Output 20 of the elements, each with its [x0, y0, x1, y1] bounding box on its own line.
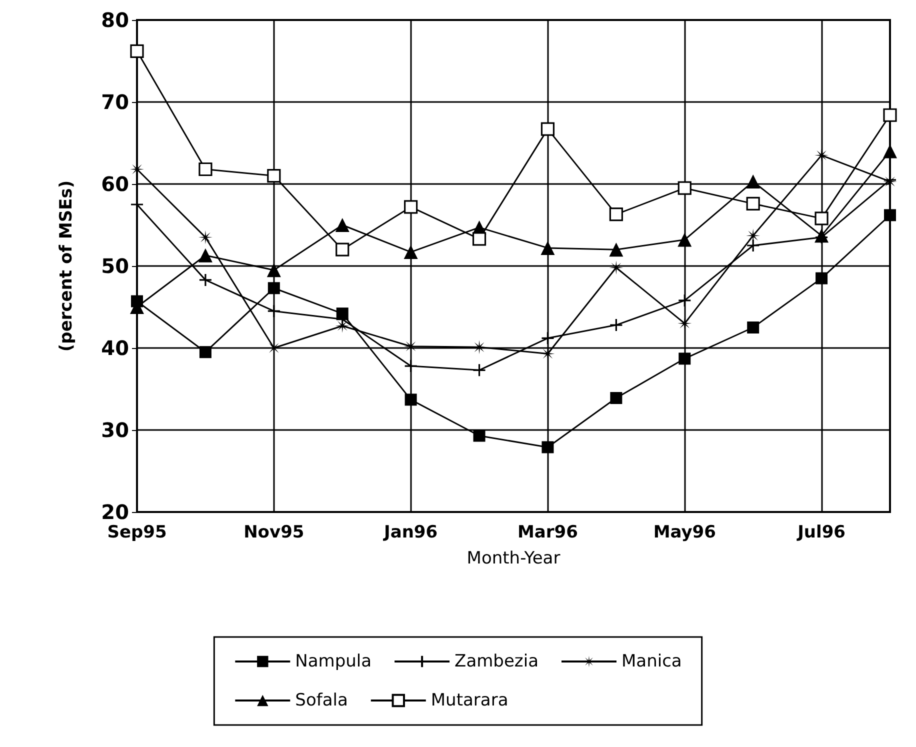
x-tick-label: Jul96 — [796, 522, 846, 542]
legend-label: Mutarara — [430, 690, 508, 710]
y-tick-label: 30 — [101, 418, 129, 442]
legend-label: Nampula — [295, 652, 372, 672]
x-tick-label: May96 — [653, 522, 716, 542]
y-axis-title: (percent of MSEs) — [56, 180, 76, 352]
x-tick-label: Mar96 — [518, 522, 578, 542]
x-tick-label: Jan96 — [383, 522, 438, 542]
y-tick-label: 60 — [101, 172, 129, 196]
legend-label: Zambezia — [454, 652, 538, 672]
x-tick-label: Sep95 — [107, 522, 167, 542]
y-tick-label: 50 — [101, 254, 129, 278]
x-axis-title: Month-Year — [466, 548, 560, 568]
legend-label: Sofala — [295, 690, 348, 710]
y-tick-label: 40 — [101, 336, 129, 360]
y-tick-label: 70 — [101, 90, 129, 114]
legend-label: Manica — [621, 652, 682, 672]
y-tick-label: 80 — [101, 8, 129, 32]
y-tick-label: 20 — [101, 500, 129, 524]
x-tick-label: Nov95 — [244, 522, 304, 542]
